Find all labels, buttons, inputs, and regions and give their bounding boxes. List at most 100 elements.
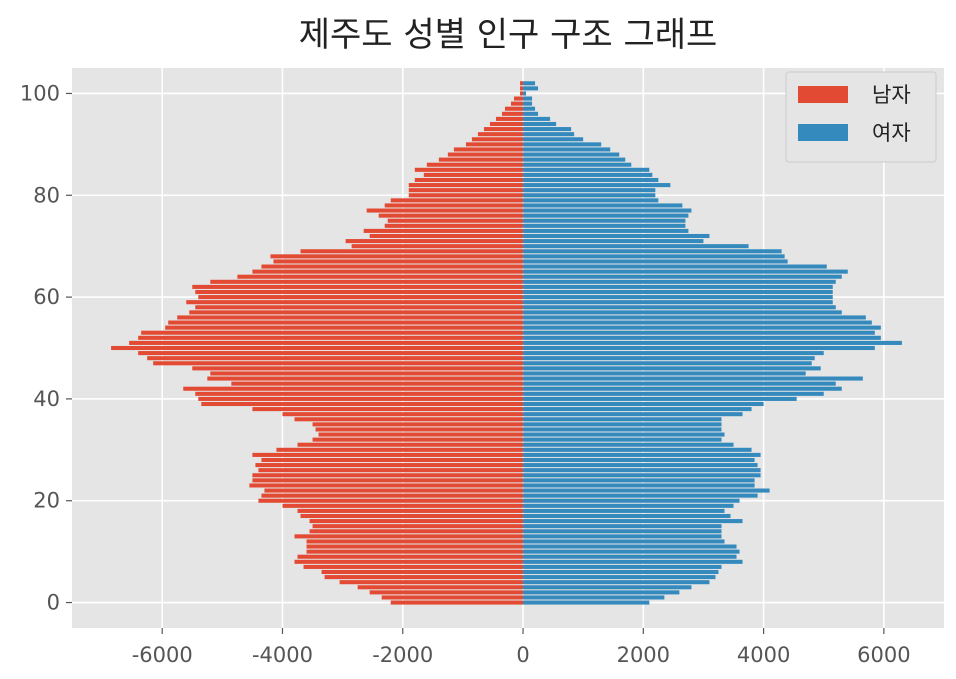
bar-female-age-24: [523, 478, 755, 483]
bar-female-age-42: [523, 386, 842, 391]
bar-female-age-97: [523, 106, 536, 111]
bar-male-age-12: [306, 539, 524, 544]
bar-female-age-86: [523, 162, 632, 167]
legend-label: 여자: [872, 121, 911, 145]
bar-female-age-61: [523, 289, 833, 295]
bar-female-age-54: [523, 325, 881, 330]
bar-male-age-45: [210, 371, 524, 376]
bar-male-age-88: [447, 152, 524, 157]
bar-female-age-95: [523, 116, 551, 121]
bar-male-age-59: [186, 300, 524, 305]
bar-male-age-35: [312, 422, 524, 427]
bar-female-age-3: [523, 585, 692, 590]
x-axis-ticks: -6000 -4000 -2000 0 2000 4000 6000: [132, 628, 911, 667]
bar-female-age-44: [523, 376, 863, 381]
bar-male-age-32: [312, 437, 524, 442]
bar-female-age-100: [523, 91, 527, 96]
bar-male-age-26: [258, 468, 524, 473]
bar-female-age-47: [523, 361, 812, 366]
bar-male-age-36: [294, 417, 524, 422]
bar-female-age-25: [523, 473, 761, 478]
bar-male-age-38: [252, 407, 524, 412]
bar-male-age-13: [294, 534, 524, 539]
bar-female-age-32: [523, 437, 722, 442]
bar-female-age-62: [523, 284, 833, 289]
series-male: [111, 81, 524, 605]
bar-male-age-69: [300, 249, 524, 254]
bar-female-age-67: [523, 259, 788, 264]
bar-male-age-31: [297, 442, 524, 447]
bar-male-age-6: [321, 569, 524, 575]
bar-female-age-89: [523, 147, 611, 152]
bar-female-age-88: [523, 152, 620, 157]
bar-female-age-19: [523, 503, 734, 508]
bar-female-age-82: [523, 183, 671, 188]
bar-female-age-94: [523, 121, 557, 127]
bar-male-age-3: [357, 585, 524, 590]
bar-male-age-11: [306, 544, 524, 549]
bar-female-age-75: [523, 218, 686, 223]
bar-female-age-99: [523, 96, 533, 101]
bar-female-age-93: [523, 127, 572, 132]
y-tick-label: 100: [20, 81, 60, 105]
bar-female-age-17: [523, 513, 731, 519]
bar-male-age-91: [471, 137, 524, 142]
bar-male-age-85: [414, 167, 524, 172]
bar-male-age-0: [390, 600, 524, 605]
bar-male-age-39: [201, 401, 524, 407]
bar-male-age-93: [483, 127, 524, 132]
bar-female-age-77: [523, 208, 692, 213]
bar-male-age-57: [189, 310, 524, 315]
y-tick-label: 40: [33, 387, 60, 411]
bar-female-age-41: [523, 391, 824, 396]
bar-male-age-8: [294, 559, 524, 564]
bar-female-age-85: [523, 167, 650, 172]
bar-male-age-84: [423, 172, 524, 177]
bar-female-age-58: [523, 305, 836, 310]
y-tick-label: 20: [33, 489, 60, 513]
bar-female-age-36: [523, 417, 722, 422]
bar-female-age-92: [523, 132, 575, 137]
bar-male-age-53: [141, 330, 524, 335]
bar-male-age-10: [306, 549, 524, 554]
bar-female-age-87: [523, 157, 626, 162]
bar-female-age-79: [523, 198, 659, 203]
bar-female-age-49: [523, 351, 824, 356]
bar-female-age-69: [523, 249, 782, 254]
bar-male-age-16: [309, 519, 524, 524]
bar-female-age-37: [523, 412, 743, 417]
bar-male-age-68: [270, 254, 524, 259]
y-tick-label: 60: [33, 285, 60, 309]
bar-male-age-56: [177, 315, 524, 320]
bar-female-age-65: [523, 269, 848, 274]
bar-male-age-86: [426, 162, 524, 167]
bar-female-age-18: [523, 508, 725, 513]
bar-female-age-90: [523, 142, 602, 147]
bar-female-age-8: [523, 559, 743, 564]
bar-female-age-73: [523, 228, 689, 233]
bar-female-age-63: [523, 279, 836, 284]
legend-label: 남자: [872, 83, 911, 107]
bar-female-age-72: [523, 233, 710, 239]
x-tick-label: -6000: [132, 643, 193, 667]
bar-female-age-0: [523, 600, 650, 605]
bar-male-age-24: [252, 478, 524, 483]
bar-male-age-80: [408, 193, 524, 198]
bar-male-age-92: [477, 132, 524, 137]
bar-male-age-2: [369, 590, 524, 595]
bar-female-age-53: [523, 330, 875, 335]
bar-male-age-81: [408, 188, 524, 193]
bar-female-age-30: [523, 447, 752, 452]
bar-female-age-56: [523, 315, 866, 320]
bar-male-age-14: [309, 529, 524, 534]
bar-female-age-84: [523, 172, 653, 177]
bar-male-age-70: [351, 244, 524, 249]
bar-female-age-60: [523, 295, 833, 300]
bar-female-age-83: [523, 177, 659, 183]
bar-male-age-71: [345, 239, 524, 244]
bar-female-age-22: [523, 488, 770, 493]
bar-female-age-26: [523, 468, 761, 473]
bar-male-age-18: [297, 508, 524, 513]
bar-male-age-58: [195, 305, 524, 310]
